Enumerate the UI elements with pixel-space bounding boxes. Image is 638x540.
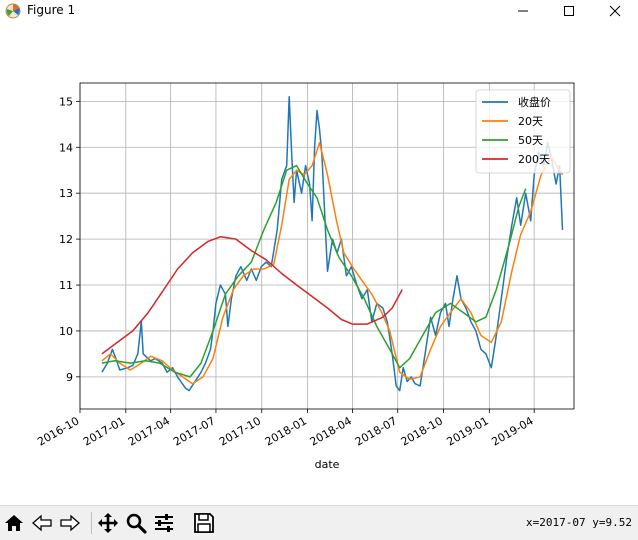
x-tick-label: 2018-10 [399, 414, 445, 448]
save-button[interactable] [192, 511, 216, 535]
y-tick-label: 10 [59, 325, 73, 338]
series-line-3 [101, 164, 527, 378]
maximize-button[interactable] [546, 0, 592, 22]
series-line-2 [101, 141, 564, 385]
navigation-toolbar: x=2017-07 y=9.52 [0, 505, 638, 540]
save-icon [194, 513, 214, 533]
series-line-1 [101, 96, 564, 392]
legend-label-1: 收盘价 [518, 95, 551, 109]
x-tick-label: 2017-07 [171, 414, 217, 448]
matplotlib-app-icon [5, 3, 21, 19]
y-tick-label: 12 [59, 233, 73, 246]
y-tick-label: 9 [66, 371, 73, 384]
forward-button[interactable] [58, 511, 82, 535]
window-titlebar: Figure 1 [0, 0, 638, 22]
y-tick-label: 14 [59, 141, 73, 154]
coordinate-readout: x=2017-07 y=9.52 [526, 516, 632, 529]
toolbar-separator [91, 512, 92, 534]
close-icon [609, 5, 621, 17]
legend-label-4: 200天 [518, 153, 550, 166]
forward-icon [60, 514, 80, 532]
zoom-icon [126, 513, 147, 534]
minimize-button[interactable] [500, 0, 546, 22]
x-tick-label: 2016-10 [35, 414, 81, 448]
x-tick-label: 2017-04 [126, 414, 172, 448]
y-tick-label: 15 [59, 95, 73, 108]
y-tick-label: 13 [59, 187, 73, 200]
legend-label-3: 50天 [518, 134, 543, 147]
series-line-4 [101, 236, 403, 355]
pan-button[interactable] [96, 511, 120, 535]
axes-frame [79, 82, 575, 410]
configure-subplots-button[interactable] [152, 511, 176, 535]
x-tick-label: 2017-01 [81, 414, 127, 448]
minimize-icon [518, 10, 528, 12]
figure-canvas[interactable]: 9 10 11 12 13 14 15 2016-10 2017-01 2017-04 2017-0… [0, 22, 638, 504]
pan-icon [98, 513, 118, 533]
x-tick-label: 2018-07 [353, 414, 399, 448]
window-title: Figure 1 [27, 3, 76, 17]
legend-label-2: 20天 [518, 115, 543, 128]
x-tick-label: 2018-04 [308, 414, 354, 448]
x-tick-label: 2019-04 [489, 414, 535, 448]
x-tick-label: 2019-01 [445, 414, 491, 448]
maximize-icon [564, 6, 574, 16]
home-icon [5, 515, 23, 531]
back-icon [32, 514, 52, 532]
x-axis-label: date [315, 458, 340, 471]
close-button[interactable] [592, 0, 638, 22]
back-button[interactable] [30, 511, 54, 535]
configure-subplots-icon [155, 514, 173, 532]
x-tick-label: 2018-01 [263, 414, 309, 448]
legend-box [475, 89, 571, 174]
zoom-button[interactable] [124, 511, 148, 535]
x-tick-label: 2017-10 [217, 414, 263, 448]
home-button[interactable] [2, 511, 26, 535]
y-tick-label: 11 [59, 279, 73, 292]
